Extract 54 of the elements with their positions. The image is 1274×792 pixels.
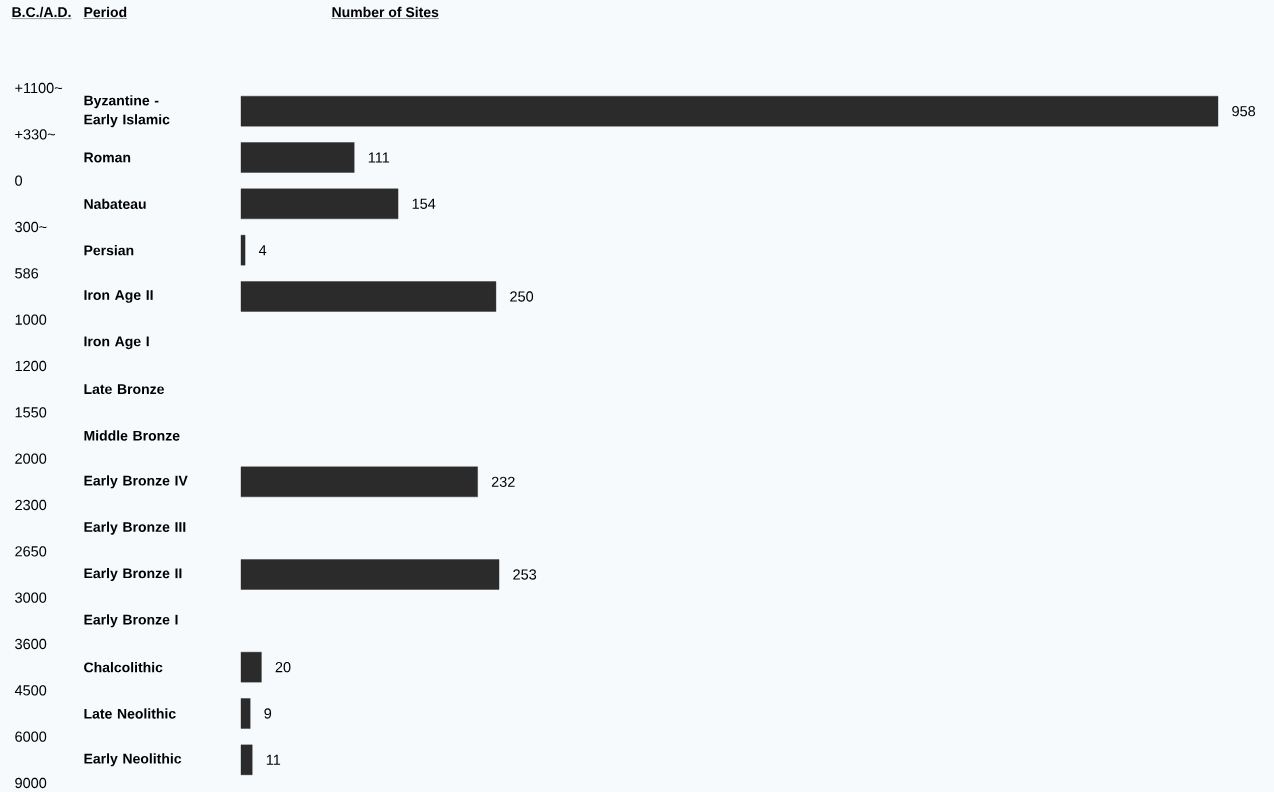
data-label: 154 <box>412 198 436 209</box>
text: B.C./A.D. <box>12 6 71 18</box>
bar <box>240 188 399 220</box>
y-tick-label: Iron Age I <box>84 336 149 350</box>
text: 586 <box>15 268 39 279</box>
bar <box>240 95 1219 127</box>
y-tick-label: Early Bronze III <box>84 521 186 535</box>
y-tick-label: Middle Bronze <box>84 430 180 441</box>
bar <box>240 559 500 590</box>
text: 1550 <box>15 407 47 418</box>
text: +1100~ <box>15 82 63 94</box>
text: 2650 <box>15 546 47 557</box>
data-label: 4 <box>258 245 267 256</box>
bar <box>240 698 251 729</box>
text: 1200 <box>15 360 47 372</box>
text: 2000 <box>15 453 47 464</box>
chart-title: Number of Sites <box>332 6 439 18</box>
data-label: 958 <box>1232 106 1256 117</box>
text: Period <box>84 6 127 18</box>
y-tick-label: Byzantine - Early Islamic <box>84 95 170 128</box>
data-label: 232 <box>491 476 515 487</box>
bar <box>240 234 246 266</box>
text: 4500 <box>14 685 47 696</box>
text: 6000 <box>15 731 47 742</box>
bar <box>240 466 478 498</box>
y-tick-label: Chalcolithic <box>84 662 163 673</box>
data-label: 11 <box>266 754 281 765</box>
data-label: 250 <box>510 291 534 302</box>
text: 2300 <box>15 499 47 511</box>
y-tick-label: Early Bronze I <box>84 614 178 628</box>
text: 3600 <box>15 638 47 650</box>
text: +330~ <box>15 129 56 140</box>
text: 3000 <box>15 592 47 603</box>
data-label: 253 <box>513 569 537 580</box>
y-tick-label: Early Bronze II <box>84 567 182 582</box>
bar <box>240 142 355 173</box>
y-tick-label: Early Bronze IV <box>84 475 188 489</box>
y-tick-label: Early Neolithic <box>84 753 182 767</box>
y-tick-label: Iron Age II <box>84 290 153 303</box>
data-label: 111 <box>368 152 390 163</box>
text: 1000 <box>15 314 47 325</box>
bar <box>240 281 497 312</box>
y-tick-label: Late Bronze <box>84 384 164 395</box>
text: 9000 <box>15 777 47 789</box>
y-tick-label: Nabateau <box>84 198 146 209</box>
text: 0 <box>15 175 23 186</box>
data-label: 9 <box>264 708 272 719</box>
y-tick-label: Persian <box>84 245 134 256</box>
y-tick-label: Late Neolithic <box>84 708 176 719</box>
data-label: 20 <box>275 662 291 673</box>
text: 300~ <box>15 221 47 233</box>
bar <box>240 651 262 683</box>
y-tick-label: Roman <box>84 152 131 163</box>
bar <box>240 744 253 776</box>
